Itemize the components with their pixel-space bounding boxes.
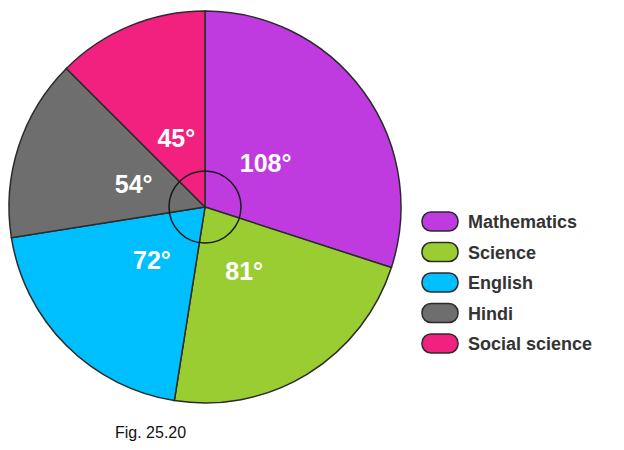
legend-swatch <box>422 334 458 353</box>
data-label: 54° <box>115 170 153 198</box>
legend-swatch <box>422 212 458 231</box>
legend-label: Hindi <box>468 304 513 324</box>
legend-swatch <box>422 273 458 292</box>
data-label: 108° <box>240 149 292 177</box>
caption: Fig. 25.20 <box>115 424 186 441</box>
legend-label: English <box>468 273 533 293</box>
legend-swatch <box>422 304 458 323</box>
legend-label: Science <box>468 243 536 263</box>
angle-marker <box>169 171 241 243</box>
pie-slice <box>174 207 391 403</box>
legend-swatch <box>422 243 458 262</box>
data-label: 45° <box>157 124 195 152</box>
legend: Mathematics Science English Hindi Social sci… <box>422 212 592 354</box>
data-label: 81° <box>225 257 263 285</box>
legend-label: Social science <box>468 334 592 354</box>
pie: 108° 81° 72° 54°45° <box>9 11 401 403</box>
legend-label: Mathematics <box>468 212 577 232</box>
pie-slice <box>11 207 205 401</box>
chart: 108° 81° 72° 54°45° Mathematics Science Englis… <box>0 0 624 450</box>
data-label: 72° <box>133 246 171 274</box>
